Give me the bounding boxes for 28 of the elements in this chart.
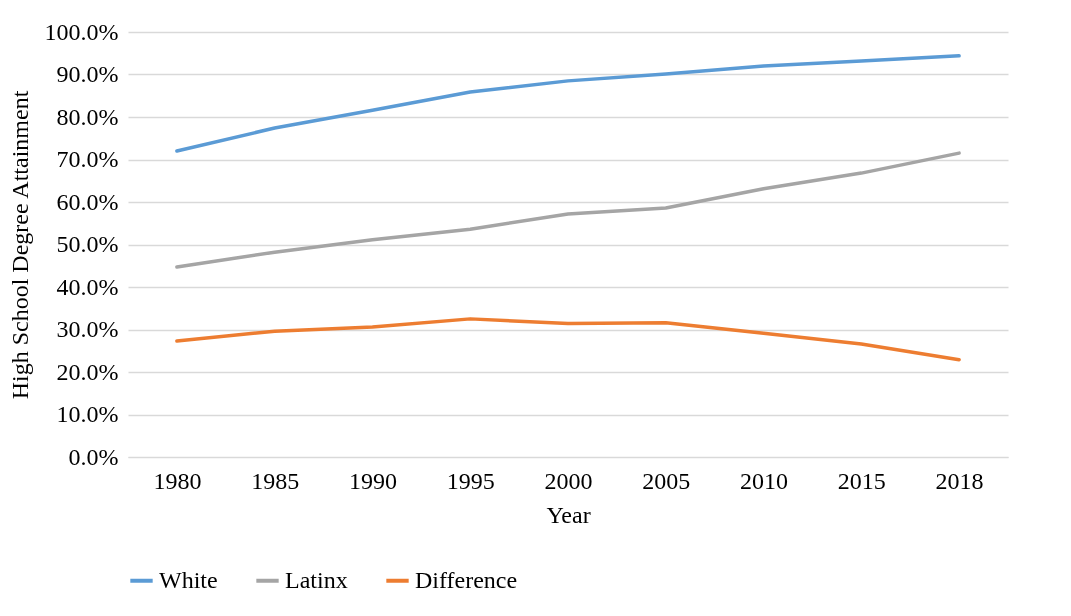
x-tick-label: 2005 [642,467,691,494]
x-tick-label: 2018 [935,467,984,494]
line-series [175,151,961,269]
x-tick-label: 1980 [153,467,202,494]
legend-label: Difference [415,566,518,593]
legend-label: Latinx [285,566,348,593]
y-tick-label: 80.0% [56,103,119,130]
y-tick-label: 0.0% [68,443,119,470]
x-tick-label: 1995 [446,467,495,494]
y-tick-label: 40.0% [56,273,119,300]
line-series [175,317,961,362]
y-tick-label: 60.0% [56,188,119,215]
y-tick-label: 70.0% [56,146,119,172]
y-axis-title: High School Degree Attainment [6,90,33,400]
x-tick-label: 2000 [544,467,593,494]
y-tick-label: 30.0% [56,316,119,342]
x-tick-label: 1985 [251,467,300,494]
y-tick-label: 50.0% [56,231,119,257]
line-series [175,54,961,153]
legend-label: White [159,566,218,593]
x-tick-label: 2010 [740,467,789,494]
y-tick-label: 10.0% [56,401,119,427]
x-axis-title: Year [546,501,591,528]
y-tick-label: 100.0% [44,18,119,45]
y-tick-label: 20.0% [56,358,119,385]
x-tick-label: 1990 [348,467,397,494]
y-tick-label: 90.0% [56,61,119,87]
x-tick-label: 2015 [837,467,886,494]
